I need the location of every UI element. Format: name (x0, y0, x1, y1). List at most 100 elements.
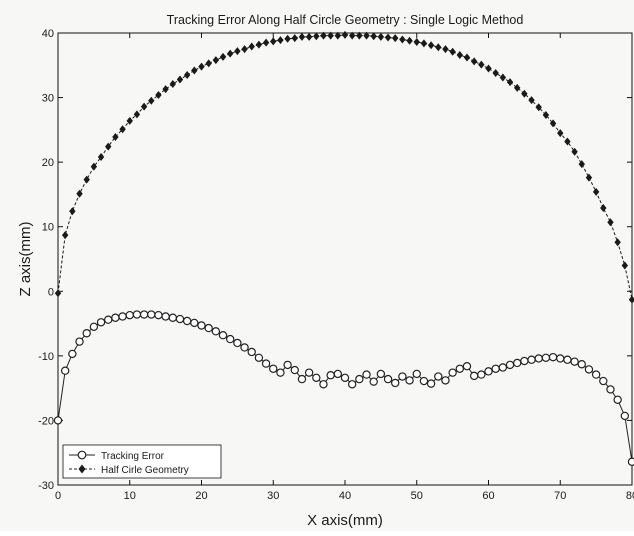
data-point (248, 42, 255, 51)
data-point (132, 310, 142, 319)
y-tick-label: -30 (38, 480, 54, 492)
data-point (133, 110, 141, 119)
data-point (89, 322, 99, 331)
data-point (442, 45, 449, 54)
data-point (126, 116, 133, 125)
data-point (463, 53, 471, 62)
data-point (370, 32, 377, 41)
data-point (413, 38, 420, 47)
data-point (491, 364, 500, 373)
data-point (96, 318, 106, 327)
data-point (405, 376, 414, 385)
data-point (613, 395, 622, 404)
data-point (492, 69, 499, 78)
data-point (205, 59, 212, 68)
data-point (340, 373, 350, 383)
legend-label-half-circle-geometry: Half Cirle Geometry (101, 465, 189, 476)
series-tracking-error (53, 310, 634, 466)
data-point (455, 364, 464, 373)
data-point (197, 321, 206, 330)
data-point (191, 66, 198, 75)
data-point (469, 371, 479, 381)
data-point (155, 90, 162, 99)
data-point (262, 38, 270, 47)
data-point (261, 359, 271, 368)
data-point (225, 334, 235, 344)
series-group (53, 30, 634, 466)
data-point (520, 356, 529, 366)
data-point (528, 96, 535, 105)
data-point (542, 111, 550, 120)
data-point (304, 368, 314, 377)
data-point (176, 75, 184, 84)
data-point (548, 352, 558, 362)
data-point (376, 369, 386, 379)
data-point (498, 363, 508, 372)
data-point (384, 33, 392, 42)
data-point (75, 337, 84, 346)
x-tick-label: 50 (411, 490, 423, 502)
plot-area-frame (57, 32, 633, 486)
data-point (61, 231, 69, 240)
data-point (435, 43, 442, 52)
y-axis-label: Z axis(mm) (17, 222, 34, 297)
x-axis-label: X axis(mm) (307, 512, 383, 529)
series-line (57, 34, 633, 300)
data-point (334, 31, 342, 40)
y-tick-label: 30 (42, 93, 54, 105)
data-point (305, 32, 313, 41)
data-point (298, 32, 306, 41)
data-point (505, 360, 515, 370)
legend-marker-tracking-error (77, 450, 87, 460)
data-point (377, 32, 385, 41)
x-tick-label: 40 (339, 490, 351, 502)
data-point (592, 187, 600, 196)
data-point (506, 78, 514, 87)
data-point (255, 40, 263, 49)
data-point (341, 30, 349, 39)
data-point (556, 354, 565, 363)
data-point (277, 36, 284, 45)
data-point (392, 34, 399, 43)
data-point (571, 147, 578, 156)
data-point (190, 318, 199, 328)
data-point (291, 34, 298, 43)
x-tick-label: 30 (267, 490, 279, 502)
data-point (204, 323, 213, 333)
chart-title: Tracking Error Along Half Circle Geometr… (167, 13, 524, 27)
data-point (140, 102, 148, 111)
data-point (284, 34, 291, 43)
legend-marker-half-circle-geometry (78, 464, 86, 474)
y-tick-label: -20 (38, 415, 54, 427)
series-half-circle-geometry (54, 30, 634, 304)
data-point (319, 380, 328, 389)
data-point (412, 369, 421, 379)
data-point (104, 315, 113, 324)
data-point (628, 295, 634, 304)
data-point (399, 35, 406, 44)
data-point (112, 132, 119, 141)
data-point (233, 338, 242, 348)
data-point (484, 367, 493, 376)
data-point (69, 207, 76, 216)
data-point (212, 56, 220, 65)
data-point (584, 365, 594, 374)
data-point (82, 329, 91, 338)
data-point (600, 203, 607, 212)
data-point (118, 312, 127, 321)
data-point (362, 370, 371, 379)
x-tick-label: 60 (482, 490, 494, 502)
data-point (513, 358, 522, 368)
series-line (57, 314, 633, 462)
data-point (448, 368, 457, 377)
data-point (563, 355, 572, 364)
data-point (591, 370, 601, 379)
data-point (599, 376, 608, 386)
data-point (499, 73, 507, 82)
x-tick-label: 10 (124, 490, 136, 502)
data-point (577, 360, 586, 369)
data-point (290, 365, 299, 375)
data-point (606, 385, 615, 394)
data-point (183, 70, 191, 79)
